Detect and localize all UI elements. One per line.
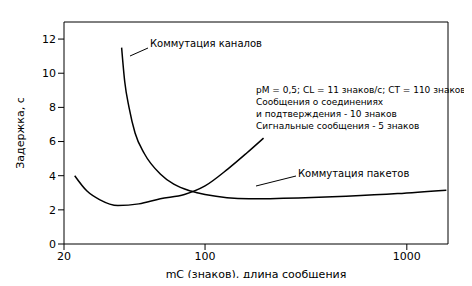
svg-text:8: 8: [49, 101, 56, 114]
svg-text:0: 0: [49, 238, 56, 251]
svg-text:2: 2: [49, 204, 56, 217]
svg-text:6: 6: [49, 135, 56, 148]
svg-text:10: 10: [42, 67, 56, 80]
svg-text:4: 4: [49, 170, 56, 183]
html-text:Коммутация каналов: Коммутация каналов: [150, 38, 262, 49]
html-text:и подтверждения - 10 знаков: и подтверждения - 10 знаков: [256, 109, 397, 119]
html-text:Коммутация пакетов: Коммутация пакетов: [298, 168, 410, 179]
svg-text:100: 100: [195, 250, 216, 263]
html-text:Сообщения о соединениях: Сообщения о соединениях: [256, 97, 384, 107]
svg-text:mC (знаков), длина сообщения: mC (знаков), длина сообщения: [166, 268, 347, 278]
svg-text:Задержка, с: Задержка, с: [14, 97, 27, 168]
html-text:Сигнальные сообщения - 5 знако: Сигнальные сообщения - 5 знаков: [256, 121, 420, 131]
svg-text:12: 12: [42, 33, 56, 46]
svg-text:20: 20: [57, 250, 71, 263]
svg-text:1000: 1000: [393, 250, 421, 263]
